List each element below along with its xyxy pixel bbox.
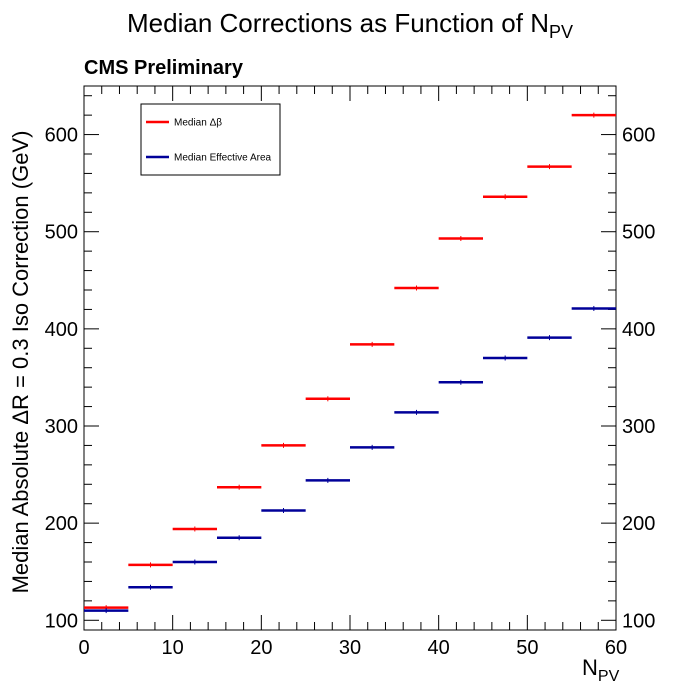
x-tick-label: 20: [250, 637, 272, 659]
y-tick-label: 500: [45, 222, 78, 244]
y-tick-label-right: 200: [622, 513, 655, 535]
series-0: [84, 112, 616, 611]
legend-label: Median Δβ: [174, 118, 222, 129]
x-tick-label: 0: [78, 637, 89, 659]
x-tick-label: 50: [516, 637, 538, 659]
x-tick-label: 40: [428, 637, 450, 659]
y-tick-label: 200: [45, 513, 78, 535]
x-tick-label: 10: [162, 637, 184, 659]
data-series: [84, 112, 616, 614]
series-1: [84, 305, 616, 614]
y-tick-label-right: 300: [622, 416, 655, 438]
y-tick-label-right: 100: [622, 610, 655, 632]
y-tick-label: 300: [45, 416, 78, 438]
chart-title: Median Corrections as Function of NPV: [127, 8, 573, 43]
y-tick-label-right: 400: [622, 319, 655, 341]
y-tick-label: 600: [45, 125, 78, 147]
legend-label: Median Effective Area: [174, 153, 272, 164]
x-tick-label: 30: [339, 637, 361, 659]
cms-preliminary-label: CMS Preliminary: [84, 57, 243, 79]
y-axis-title: Median Absolute ΔR = 0.3 Iso Correction …: [8, 131, 33, 594]
legend-box: [140, 103, 281, 176]
y-tick-label-right: 600: [622, 125, 655, 147]
legend: Median Δβ Median Effective Area: [140, 103, 281, 176]
y-tick-label: 100: [45, 610, 78, 632]
y-tick-label-right: 500: [622, 222, 655, 244]
axis-ticks: 0 10 20 30 40 50 60 100 100 200 200 300 300 400 400 500…: [45, 86, 655, 659]
x-axis-title-sub: PV: [598, 668, 620, 685]
x-tick-label: 60: [605, 637, 627, 659]
axis-titles: NPV Median Absolute ΔR = 0.3 Iso Correcti…: [8, 131, 620, 685]
x-axis-title: NPV: [582, 655, 620, 685]
y-tick-label: 400: [45, 319, 78, 341]
